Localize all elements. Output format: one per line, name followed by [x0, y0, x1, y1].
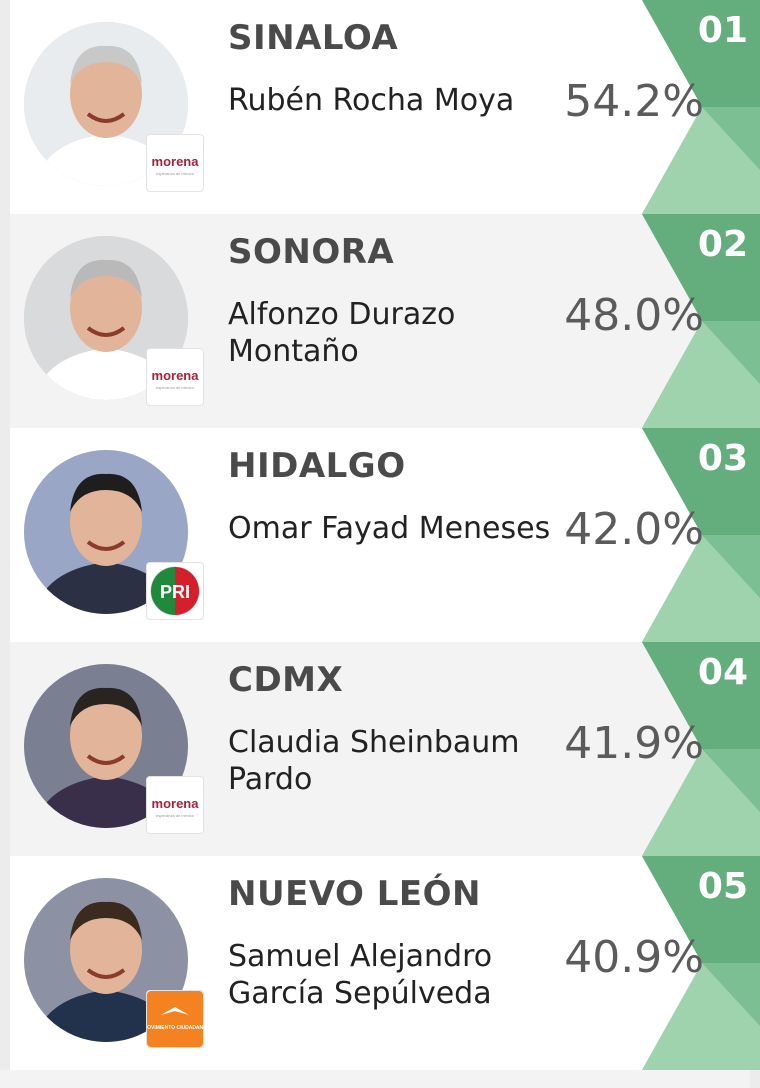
party-badge: PRI — [146, 562, 204, 620]
candidate-photo — [24, 878, 188, 1042]
rank-number: 03 — [697, 438, 748, 479]
state-name: HIDALGO — [228, 446, 406, 486]
svg-text:PRI: PRI — [160, 582, 190, 602]
rank-ribbon — [642, 214, 760, 428]
party-badge: MOVIMIENTO CIUDADANO — [146, 990, 204, 1048]
pri-logo: PRI — [150, 566, 200, 616]
candidate-name: Alfonzo Durazo Montaño — [228, 297, 456, 369]
ranking-row: PRI HIDALGO Omar Fayad Meneses 42.0% 03 — [10, 428, 760, 642]
next-row-partial — [0, 1070, 750, 1088]
ranking-row: morena esperanza de méxico SINALOA Rubén… — [10, 0, 760, 214]
vote-percentage: 42.0% — [564, 504, 704, 555]
candidate-name: Claudia Sheinbaum Pardo — [228, 725, 520, 797]
ranking-list: morena esperanza de méxico SINALOA Rubén… — [10, 0, 760, 1088]
party-badge: morena esperanza de méxico — [146, 134, 204, 192]
rank-ribbon — [642, 642, 760, 856]
vote-percentage: 41.9% — [564, 718, 704, 769]
vote-percentage: 40.9% — [564, 932, 704, 983]
svg-text:morena: morena — [152, 154, 200, 169]
rank-number: 02 — [697, 224, 748, 265]
state-name: CDMX — [228, 660, 344, 700]
rank-ribbon — [642, 856, 760, 1070]
candidate-avatar — [24, 22, 188, 186]
candidate-name: Rubén Rocha Moya — [228, 83, 515, 118]
vote-percentage: 54.2% — [564, 76, 704, 127]
rank-number: 05 — [697, 866, 748, 907]
party-badge: morena esperanza de méxico — [146, 776, 204, 834]
ranking-row: morena esperanza de méxico CDMX Claudia … — [10, 642, 760, 856]
ranking-row: MOVIMIENTO CIUDADANO NUEVO LEÓN Samuel A… — [10, 856, 760, 1070]
svg-text:MOVIMIENTO CIUDADANO: MOVIMIENTO CIUDADANO — [147, 1025, 203, 1031]
morena-logo: morena esperanza de méxico — [152, 368, 200, 390]
svg-text:morena: morena — [152, 368, 200, 383]
svg-text:morena: morena — [152, 796, 200, 811]
morena-logo: morena esperanza de méxico — [152, 154, 200, 176]
movimiento-ciudadano-logo: MOVIMIENTO CIUDADANO — [147, 991, 203, 1047]
ranking-row: morena esperanza de méxico SONORA Alfonz… — [10, 214, 760, 428]
svg-text:esperanza de méxico: esperanza de méxico — [156, 385, 195, 390]
state-name: NUEVO LEÓN — [228, 874, 481, 914]
rank-ribbon — [642, 428, 760, 642]
party-badge: morena esperanza de méxico — [146, 348, 204, 406]
morena-logo: morena esperanza de méxico — [152, 796, 200, 818]
rank-ribbon — [642, 0, 760, 214]
svg-text:esperanza de méxico: esperanza de méxico — [156, 813, 195, 818]
svg-text:esperanza de méxico: esperanza de méxico — [156, 171, 195, 176]
state-name: SONORA — [228, 232, 395, 272]
rank-number: 04 — [697, 652, 748, 693]
vote-percentage: 48.0% — [564, 290, 704, 341]
state-name: SINALOA — [228, 18, 399, 58]
candidate-name: Samuel Alejandro García Sepúlveda — [228, 939, 493, 1011]
candidate-name: Omar Fayad Meneses — [228, 511, 551, 546]
rank-number: 01 — [697, 10, 748, 51]
